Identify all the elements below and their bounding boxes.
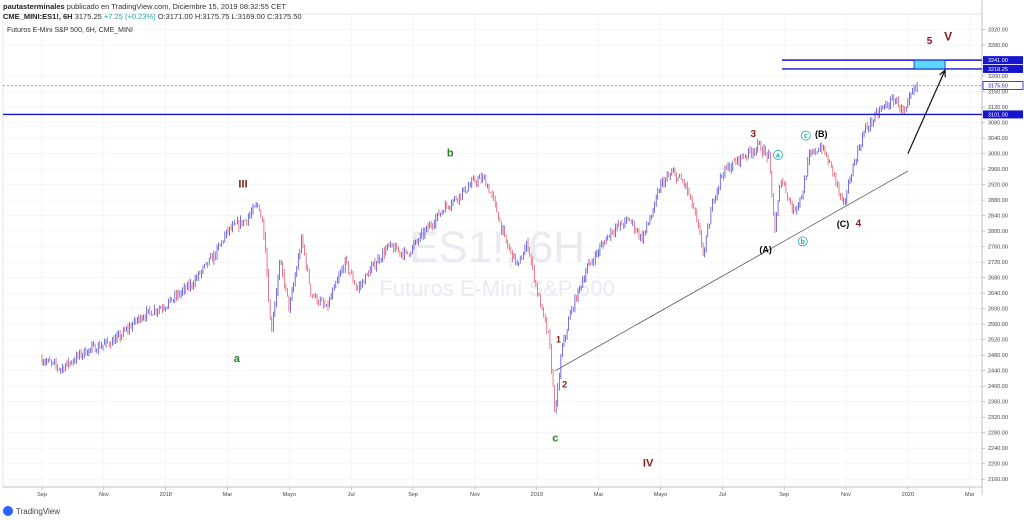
- wave-label: V: [944, 29, 952, 43]
- x-tick-label: 2020: [902, 492, 914, 498]
- y-tick-label: 3120.00: [988, 105, 1008, 111]
- chart-subtitle: Futuros E-Mini S&P 500, 6H, CME_MINI: [7, 27, 133, 34]
- watermark-name: Futuros E-Mini S&P 500: [379, 276, 615, 301]
- y-tick-label: 2400.00: [988, 384, 1008, 390]
- level-price-label: 3218.25: [988, 67, 1008, 73]
- arrow-head: [939, 68, 946, 78]
- y-tick-label: 3040.00: [988, 136, 1008, 142]
- plot-area: [2, 13, 983, 488]
- level-price-label: 3241.00: [988, 58, 1008, 64]
- watermark-symbol: ES1!, 6H: [409, 223, 585, 272]
- trendline: [555, 170, 909, 371]
- y-tick-label: 2880.00: [988, 198, 1008, 204]
- y-tick-label: 2800.00: [988, 229, 1008, 235]
- wave-label: (A): [759, 245, 772, 255]
- wave-label: a: [776, 152, 780, 159]
- author-name[interactable]: pautasterminales: [3, 2, 65, 11]
- x-tick-label: Nov: [99, 492, 109, 498]
- y-tick-label: 2920.00: [988, 183, 1008, 189]
- y-tick-label: 2320.00: [988, 415, 1008, 421]
- target-box: [913, 59, 946, 70]
- tradingview-logo-icon: [3, 506, 13, 516]
- y-tick-label: 2760.00: [988, 245, 1008, 251]
- last-price: 3175.25: [74, 12, 102, 21]
- x-tick-label: Mar: [223, 492, 233, 498]
- y-tick-label: 2200.00: [988, 462, 1008, 468]
- x-tick-label: Mayo: [283, 492, 296, 498]
- wave-label-circle: [800, 130, 811, 141]
- publish-info: publicado en TradingView.com, Diciembre …: [64, 2, 286, 11]
- last-price-label: 3175.50: [988, 84, 1008, 90]
- wave-label: (B): [815, 129, 828, 139]
- wave-label: IV: [643, 458, 654, 470]
- wave-label: b: [801, 239, 805, 246]
- y-tick-label: 3160.00: [988, 90, 1008, 96]
- y-tick-label: 3080.00: [988, 121, 1008, 127]
- y-tick-label: 3320.00: [988, 28, 1008, 34]
- x-tick-label: Nov: [841, 492, 851, 498]
- time-axis[interactable]: Sep Nov 2018 Mar Mayo Jul Sep Nov 2019 Mar Mayo Jul…: [3, 486, 982, 498]
- wave-label: III: [238, 179, 247, 191]
- x-tick-label: Jul: [348, 492, 355, 498]
- wave-label: b: [447, 148, 454, 160]
- wave-label: 1: [556, 335, 561, 345]
- wave-label-circle: [797, 236, 808, 247]
- wave-label-circle: [773, 150, 783, 160]
- price-change: +7.25 (+0.23%): [103, 12, 156, 21]
- wave-label: 4: [856, 218, 862, 229]
- grid-lines: [2, 13, 983, 488]
- x-tick-label: 2019: [531, 492, 543, 498]
- x-tick-label: Mar: [965, 492, 975, 498]
- x-tick-label: Mar: [594, 492, 604, 498]
- y-tick-label: 2240.00: [988, 446, 1008, 452]
- y-tick-label: 2480.00: [988, 353, 1008, 359]
- y-tick-label: 3200.00: [988, 74, 1008, 80]
- wave-label: (C): [837, 219, 850, 229]
- wave-label: c: [804, 133, 808, 140]
- y-tick-label: 3000.00: [988, 152, 1008, 158]
- chart-header: pautasterminales publicado en TradingVie…: [3, 2, 302, 22]
- x-tick-label: Sep: [779, 492, 789, 498]
- y-tick-label: 2960.00: [988, 167, 1008, 173]
- level-price-tag: [983, 110, 1023, 119]
- chart-drawings: [3, 59, 982, 371]
- price-axis[interactable]: 3320.00 3280.00 3200.00 3160.00 3120.00 3080.…: [981, 0, 1024, 495]
- level-price-label: 3101.00: [988, 112, 1008, 118]
- level-price-tag: [983, 64, 1023, 73]
- x-tick-label: Nov: [470, 492, 480, 498]
- x-tick-label: Mayo: [654, 492, 667, 498]
- level-price-tag: [983, 56, 1023, 65]
- wave-label: 3: [750, 129, 756, 140]
- candlestick-series: [41, 81, 918, 414]
- y-tick-label: 2560.00: [988, 322, 1008, 328]
- projection-arrow: [907, 69, 946, 154]
- x-tick-label: Sep: [408, 492, 418, 498]
- y-tick-label: 2840.00: [988, 214, 1008, 220]
- y-tick-label: 2440.00: [988, 369, 1008, 375]
- x-tick-label: 2018: [160, 492, 172, 498]
- tradingview-brand[interactable]: TradingView: [3, 506, 60, 516]
- symbol-label[interactable]: CME_MINI:ES1!, 6H: [3, 12, 73, 21]
- y-tick-label: 2520.00: [988, 338, 1008, 344]
- y-tick-label: 2680.00: [988, 276, 1008, 282]
- wave-label: a: [234, 353, 241, 365]
- y-tick-label: 2160.00: [988, 477, 1008, 483]
- y-tick-label: 3280.00: [988, 43, 1008, 49]
- y-tick-label: 2360.00: [988, 400, 1008, 406]
- ohlc-values: O:3171.00 H:3175.75 L:3169.00 C:3175.50: [157, 12, 302, 21]
- wave-label: 2: [562, 379, 567, 389]
- y-tick-label: 2280.00: [988, 431, 1008, 437]
- brand-label: TradingView: [16, 506, 61, 516]
- last-price-tag: [982, 81, 1024, 90]
- x-tick-label: Jul: [719, 492, 726, 498]
- wave-label: c: [552, 433, 558, 445]
- y-tick-label: 2640.00: [988, 291, 1008, 297]
- wave-labels: III a b c IV 1 2 3 4 5 V (A) (B) (C) a b c: [234, 29, 952, 469]
- x-tick-label: Sep: [37, 492, 47, 498]
- y-tick-label: 2720.00: [988, 260, 1008, 266]
- y-tick-label: 2600.00: [988, 307, 1008, 313]
- wave-label: 5: [927, 36, 933, 47]
